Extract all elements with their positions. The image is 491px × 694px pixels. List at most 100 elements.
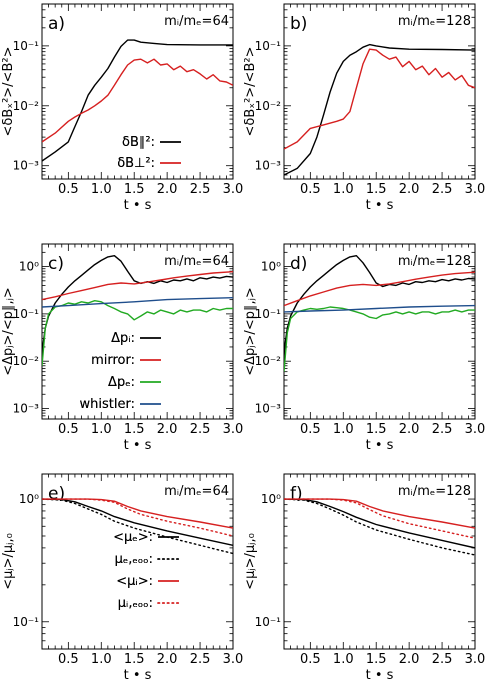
x-tick-label: 0.5 (300, 182, 321, 197)
x-tick-label: 2.0 (399, 422, 420, 437)
y-tick-label: 10⁻³ (13, 402, 40, 416)
y-axis-label: <μⱼ>/μⱼ,₀ (1, 533, 16, 590)
series-line-0 (284, 254, 475, 358)
y-axis-label: <Δpⱼ>/<p∥,ⱼ> (243, 287, 258, 376)
x-tick-label: 3.0 (465, 652, 486, 667)
legend-label: <μᵢ>: (116, 574, 153, 589)
series-line-0 (284, 498, 475, 549)
x-tick-label: 1.0 (333, 652, 354, 667)
series-line-2 (42, 498, 233, 529)
x-tick-label: 0.5 (58, 422, 79, 437)
plot-frame (283, 3, 476, 180)
panel-label: c) (48, 254, 64, 274)
x-tick-label: 0.5 (58, 652, 79, 667)
x-axis-label: t • s (366, 438, 394, 453)
panel-label: b) (290, 14, 307, 34)
panel-label: a) (48, 14, 65, 34)
x-tick-label: 2.5 (432, 652, 453, 667)
y-tick-label: 10⁻³ (255, 402, 282, 416)
y-axis-label: <Δpⱼ>/<p∥,ⱼ> (1, 287, 16, 376)
x-tick-label: 1.5 (124, 182, 145, 197)
series-line-2 (284, 306, 475, 372)
y-tick-label: 10⁻¹ (255, 615, 282, 629)
x-tick-label: 2.5 (432, 182, 453, 197)
legend-label: δB∥²: (122, 135, 155, 150)
x-tick-label: 3.0 (223, 182, 244, 197)
mass-ratio-label: mᵢ/mₑ=128 (398, 484, 471, 499)
legend-label: <μᵢ>: (116, 574, 153, 589)
y-tick-label: 10⁻¹ (255, 39, 282, 53)
x-tick-label: 0.5 (300, 422, 321, 437)
x-tick-label: 0.5 (58, 182, 79, 197)
series-group (284, 498, 475, 556)
x-tick-label: 3.0 (465, 182, 486, 197)
x-tick-label: 1.5 (124, 652, 145, 667)
x-axis-label: t • s (366, 668, 394, 683)
y-tick-label: 10⁻² (13, 354, 40, 368)
x-tick-label: 1.0 (333, 422, 354, 437)
series-line-3 (284, 498, 475, 539)
legend-label: Δpᵢ: (111, 331, 135, 346)
legend-label: whistler: (80, 397, 135, 412)
panel-label: d) (290, 254, 307, 274)
plot-frame (283, 473, 476, 650)
x-tick-label: 2.5 (432, 422, 453, 437)
plot-frame (283, 243, 476, 420)
series-line-3 (284, 304, 475, 313)
legend-label: mirror: (91, 353, 135, 368)
x-tick-label: 1.0 (91, 182, 112, 197)
x-tick-label: 1.5 (366, 652, 387, 667)
series-line-3 (42, 498, 233, 537)
panel-a: 0.5 1.0 1.5 2.0 2.5 3.0 10⁻³ 10⁻² 10⁻¹ t • s <δBₓ²… (1, 3, 244, 213)
y-tick-label: 10⁻² (255, 354, 282, 368)
series-line-1 (284, 48, 475, 150)
y-tick-label: 10⁻³ (255, 159, 282, 173)
series-line-1 (42, 58, 233, 143)
x-axis-label: t • s (124, 438, 152, 453)
x-axis-label: t • s (124, 198, 152, 213)
mass-ratio-label: mᵢ/mₑ=64 (164, 14, 229, 29)
series-group (284, 43, 475, 176)
x-axis-label: t • s (124, 668, 152, 683)
legend-label: Δpₑ: (108, 375, 135, 390)
x-tick-label: 3.0 (223, 652, 244, 667)
series-group (42, 498, 233, 555)
series-line-1 (284, 271, 475, 307)
legend-label: δB⊥²: (117, 156, 155, 171)
series-line-0 (42, 254, 233, 358)
plot-frame (41, 473, 234, 650)
panel-f: 0.5 1.0 1.5 2.0 2.5 3.0 10⁻¹ 10⁰ t • s <μⱼ>/μⱼ,₀ f… (113, 473, 486, 683)
legend-label: whistler: (80, 397, 135, 412)
legend-label: <μₑ>: (113, 530, 153, 545)
x-tick-label: 2.0 (399, 182, 420, 197)
series-line-0 (284, 43, 475, 176)
legend-label: δB⊥²: (117, 156, 155, 171)
legend-label: Δpᵢ: (111, 331, 135, 346)
x-tick-label: 2.5 (190, 182, 211, 197)
series-line-1 (42, 498, 233, 555)
y-tick-label: 10⁻¹ (13, 615, 40, 629)
x-axis-label: t • s (366, 198, 394, 213)
x-tick-label: 1.5 (366, 422, 387, 437)
legend-label: μₑ,ₑₒₒ: (115, 552, 153, 567)
mass-ratio-label: mᵢ/mₑ=64 (164, 254, 229, 269)
x-tick-label: 3.0 (465, 422, 486, 437)
panel-label: e) (48, 484, 65, 504)
x-tick-label: 2.0 (399, 652, 420, 667)
x-tick-label: 1.0 (333, 182, 354, 197)
series-line-1 (284, 498, 475, 556)
legend-label: mirror: (91, 353, 135, 368)
mass-ratio-label: mᵢ/mₑ=64 (164, 484, 229, 499)
x-tick-label: 0.5 (300, 652, 321, 667)
series-group (42, 39, 233, 162)
series-line-0 (42, 498, 233, 546)
legend-label: δB∥²: (122, 135, 155, 150)
x-tick-label: 1.0 (91, 652, 112, 667)
y-tick-label: 10⁰ (261, 260, 281, 274)
panel-c: 0.5 1.0 1.5 2.0 2.5 3.0 10⁻³ 10⁻² 10⁻¹ 10⁰ t • s <Δ… (1, 243, 243, 453)
series-line-1 (42, 271, 233, 301)
series-group (284, 254, 475, 372)
series-line-0 (42, 39, 233, 162)
legend-label: μᵢ,ₑₒₒ: (118, 596, 153, 611)
